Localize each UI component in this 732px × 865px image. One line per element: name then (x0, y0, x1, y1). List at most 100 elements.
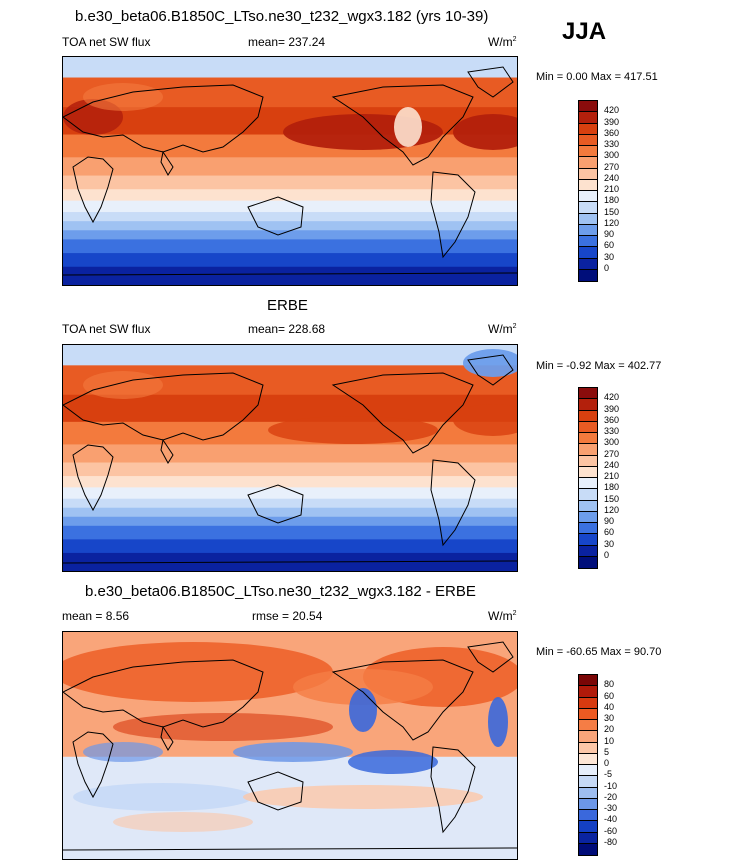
panel-1-min-max: Min = 0.00 Max = 417.51 (536, 71, 658, 83)
colorbar-tick-label: 390 (604, 117, 619, 127)
colorbar-swatch (579, 135, 597, 146)
colorbar-tick-label: 420 (604, 105, 619, 115)
colorbar-swatch (579, 214, 597, 225)
panel-2-units: W/m2 (488, 322, 517, 336)
colorbar-swatch (579, 523, 597, 534)
colorbar-swatch (579, 157, 597, 168)
colorbar-tick-label: 390 (604, 404, 619, 414)
colorbar-tick-label: 120 (604, 218, 619, 228)
panel-3-mean-label: mean = 8.56 (62, 609, 129, 623)
colorbar-swatch (579, 191, 597, 202)
colorbar-tick-label: 60 (604, 691, 614, 701)
colorbar-swatch (579, 411, 597, 422)
colorbar-tick-label: 300 (604, 150, 619, 160)
colorbar-tick-label: 0 (604, 550, 609, 560)
colorbar-swatch (579, 467, 597, 478)
colorbar-swatch (579, 821, 597, 832)
colorbar-swatch (579, 101, 597, 112)
colorbar-swatch (579, 799, 597, 810)
colorbar-tick-label: 5 (604, 747, 609, 757)
colorbar-tick-label: 120 (604, 505, 619, 515)
colorbar-swatch (579, 422, 597, 433)
colorbar-tick-label: 0 (604, 263, 609, 273)
colorbar-swatch (579, 754, 597, 765)
colorbar-tick-label: 150 (604, 207, 619, 217)
colorbar-tick-label: 150 (604, 494, 619, 504)
colorbar-tick-label: 30 (604, 539, 614, 549)
colorbar-swatch (579, 675, 597, 686)
colorbar-swatch (579, 731, 597, 742)
colorbar-swatch (579, 180, 597, 191)
panel-2-map (62, 344, 518, 572)
colorbar-tick-label: 40 (604, 702, 614, 712)
panel-3-map (62, 631, 518, 860)
panel-2-map-field (63, 345, 517, 571)
colorbar-tick-label: 270 (604, 449, 619, 459)
colorbar-swatch (579, 169, 597, 180)
colorbar-tick-label: 0 (604, 758, 609, 768)
colorbar-tick-label: 90 (604, 516, 614, 526)
panel-3-title: b.e30_beta06.B1850C_LTso.ne30_t232_wgx3.… (85, 583, 476, 600)
season-label: JJA (562, 18, 606, 46)
colorbar-tick-label: 330 (604, 426, 619, 436)
panel-1-title: b.e30_beta06.B1850C_LTso.ne30_t232_wgx3.… (75, 8, 488, 25)
colorbar-tick-label: -5 (604, 769, 612, 779)
panel-1-map-field (63, 57, 517, 285)
panel-2-min-max: Min = -0.92 Max = 402.77 (536, 360, 661, 372)
colorbar-swatch (579, 765, 597, 776)
panel-2-mean-label: mean= 228.68 (248, 322, 325, 336)
colorbar-tick-label: 90 (604, 229, 614, 239)
panel-2-colorbar (578, 387, 598, 569)
colorbar-tick-label: -40 (604, 814, 617, 824)
colorbar-tick-label: 210 (604, 471, 619, 481)
colorbar-swatch (579, 478, 597, 489)
colorbar-swatch (579, 259, 597, 270)
colorbar-tick-label: 330 (604, 139, 619, 149)
colorbar-tick-label: 420 (604, 392, 619, 402)
panel-1-mean-label: mean= 237.24 (248, 35, 325, 49)
colorbar-tick-label: 300 (604, 437, 619, 447)
colorbar-swatch (579, 788, 597, 799)
colorbar-tick-label: -80 (604, 837, 617, 847)
panel-1-colorbar (578, 100, 598, 282)
colorbar-swatch (579, 546, 597, 557)
colorbar-tick-label: 60 (604, 240, 614, 250)
colorbar-swatch (579, 489, 597, 500)
colorbar-tick-label: 180 (604, 482, 619, 492)
panel-1-variable-label: TOA net SW flux (62, 35, 150, 49)
colorbar-swatch (579, 124, 597, 135)
colorbar-tick-label: -20 (604, 792, 617, 802)
colorbar-swatch (579, 686, 597, 697)
colorbar-swatch (579, 433, 597, 444)
colorbar-swatch (579, 202, 597, 213)
colorbar-swatch (579, 236, 597, 247)
colorbar-tick-label: 80 (604, 679, 614, 689)
colorbar-swatch (579, 776, 597, 787)
colorbar-swatch (579, 456, 597, 467)
colorbar-tick-label: 210 (604, 184, 619, 194)
colorbar-tick-label: 360 (604, 415, 619, 425)
colorbar-swatch (579, 512, 597, 523)
colorbar-tick-label: -30 (604, 803, 617, 813)
colorbar-tick-label: 30 (604, 252, 614, 262)
colorbar-swatch (579, 444, 597, 455)
colorbar-swatch (579, 743, 597, 754)
colorbar-tick-label: 240 (604, 460, 619, 470)
colorbar-tick-label: 270 (604, 162, 619, 172)
colorbar-swatch (579, 146, 597, 157)
colorbar-swatch (579, 270, 597, 281)
panel-3-colorbar (578, 674, 598, 856)
colorbar-swatch (579, 247, 597, 258)
colorbar-swatch (579, 112, 597, 123)
colorbar-swatch (579, 399, 597, 410)
colorbar-tick-label: -60 (604, 826, 617, 836)
colorbar-swatch (579, 833, 597, 844)
panel-2-title: ERBE (267, 297, 308, 314)
colorbar-swatch (579, 709, 597, 720)
colorbar-swatch (579, 501, 597, 512)
panel-2-variable-label: TOA net SW flux (62, 322, 150, 336)
panel-1-map (62, 56, 518, 286)
colorbar-swatch (579, 698, 597, 709)
colorbar-swatch (579, 388, 597, 399)
colorbar-tick-label: 240 (604, 173, 619, 183)
